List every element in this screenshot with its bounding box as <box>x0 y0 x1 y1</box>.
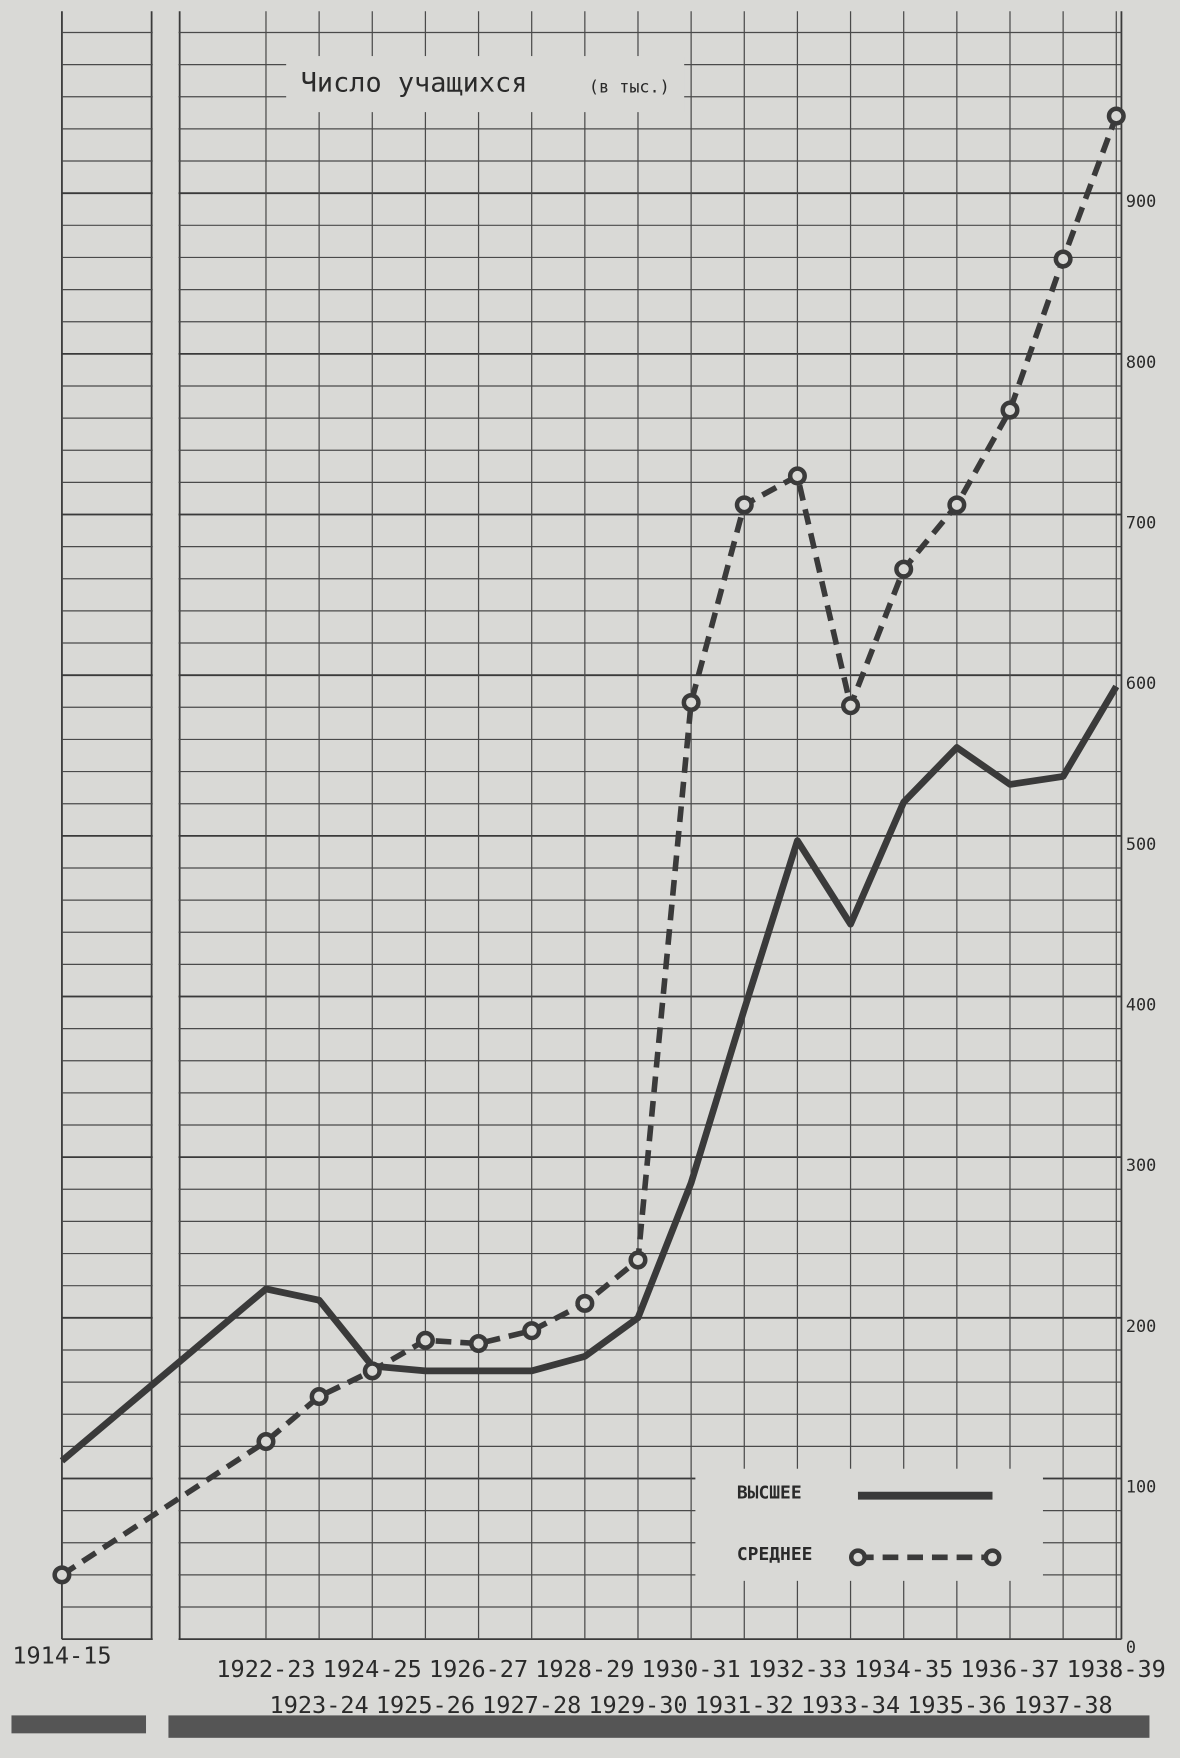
y-tick-label: 800 <box>1126 352 1156 372</box>
y-tick-label: 600 <box>1126 673 1156 693</box>
series-line <box>60 115 1119 1578</box>
y-tick-label: 200 <box>1126 1316 1156 1336</box>
y-tick-label: 400 <box>1126 994 1156 1014</box>
x-tick-label: 1922-23 <box>216 1655 315 1683</box>
x-tick-label: 1932-33 <box>748 1655 847 1683</box>
x-tick-label: 1934-35 <box>854 1655 953 1683</box>
x-tick-label: 1923-24 <box>270 1691 369 1719</box>
y-tick-label: 700 <box>1126 512 1156 532</box>
x-tick-label: 1914-15 <box>12 1642 111 1670</box>
x-tick-label: 1924-25 <box>323 1655 422 1683</box>
point <box>469 1334 489 1354</box>
legend-label: ВЫСШЕЕ <box>737 1482 802 1503</box>
point <box>52 1565 72 1585</box>
point <box>1053 249 1073 269</box>
x-tick-label: 1929-30 <box>588 1691 687 1719</box>
x-tick-label: 1927-28 <box>482 1691 581 1719</box>
title-box <box>286 56 685 113</box>
x-tick-label: 1933-34 <box>801 1691 900 1719</box>
point <box>575 1293 595 1313</box>
y-tick-label: 500 <box>1126 834 1156 854</box>
x-tick-label: 1928-29 <box>535 1655 634 1683</box>
point <box>1106 106 1126 126</box>
x-tick-label: 1937-38 <box>1014 1691 1113 1719</box>
x-tick-label: 1938-39 <box>1067 1655 1166 1683</box>
legend-label: СРЕДНЕЕ <box>737 1544 813 1565</box>
x-tick-label: 1930-31 <box>642 1655 741 1683</box>
legend-marker <box>848 1548 867 1567</box>
point <box>256 1432 276 1452</box>
y-tick-label: 100 <box>1126 1476 1156 1496</box>
x-tick-label: 1936-37 <box>960 1655 1059 1683</box>
point <box>841 696 861 716</box>
axis-gap <box>152 0 179 1682</box>
chart-title: Число учащихся <box>301 68 528 99</box>
series-line <box>59 684 1120 1464</box>
x-tick-label: 1925-26 <box>376 1691 475 1719</box>
x-tick-label: 1935-36 <box>907 1691 1006 1719</box>
x-tick-label: 1926-27 <box>429 1655 528 1683</box>
y-tick-label: 900 <box>1126 191 1156 211</box>
legend-marker <box>983 1548 1002 1567</box>
point <box>522 1321 542 1341</box>
x-tick-label: 1931-32 <box>695 1691 794 1719</box>
point <box>734 495 754 515</box>
bottom-bar <box>11 1715 147 1734</box>
point <box>362 1361 382 1381</box>
point <box>415 1330 435 1350</box>
y-tick-label: 300 <box>1126 1155 1156 1175</box>
point <box>681 692 701 713</box>
point <box>628 1250 648 1270</box>
point <box>947 495 967 515</box>
point <box>894 559 914 579</box>
y-tick-label: 0 <box>1126 1637 1136 1657</box>
chart-subtitle: (в тыс.) <box>589 76 670 96</box>
bottom-bar <box>168 1715 1150 1738</box>
point <box>309 1387 329 1407</box>
point <box>787 466 807 486</box>
point <box>1000 400 1020 420</box>
